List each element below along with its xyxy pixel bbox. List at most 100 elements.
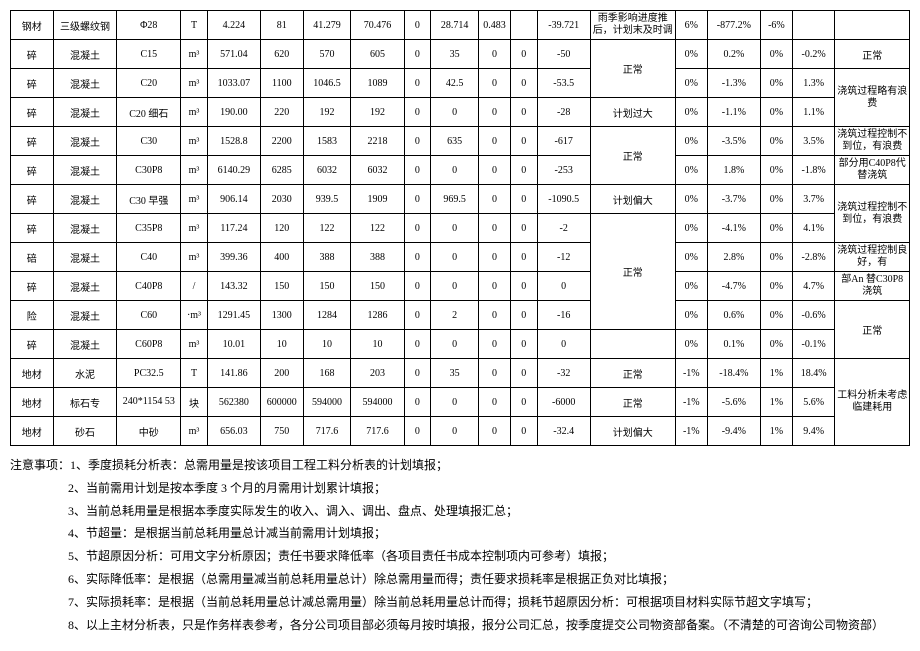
cell: -32	[537, 359, 590, 388]
cell: -0.1%	[792, 330, 835, 359]
cell: 1.8%	[707, 156, 760, 185]
cell: m³	[181, 243, 208, 272]
cell: 0	[479, 69, 511, 98]
cell: 0	[431, 272, 479, 301]
cell: 0.483	[479, 11, 511, 40]
cell: 0	[510, 417, 537, 446]
cell: 10	[351, 330, 404, 359]
cell: C60	[117, 301, 181, 330]
cell: 1%	[760, 359, 792, 388]
cell: 中砂	[117, 417, 181, 446]
cell: 1286	[351, 301, 404, 330]
cell: 碎	[11, 330, 54, 359]
cell: 0	[510, 214, 537, 243]
cell: -3.5%	[707, 127, 760, 156]
cell: 0%	[760, 127, 792, 156]
cell: 0%	[675, 185, 707, 214]
cell: 2200	[260, 127, 303, 156]
table-row: 地材砂石中砂m³656.03750717.6717.60000-32.4计划偏大…	[11, 417, 910, 446]
cell: 混凝土	[53, 301, 117, 330]
cell: 混凝土	[53, 69, 117, 98]
cell: 600000	[260, 388, 303, 417]
cell: 钢材	[11, 11, 54, 40]
cell: -6000	[537, 388, 590, 417]
cell: 35	[431, 359, 479, 388]
cell: 0	[404, 69, 431, 98]
cell: 150	[351, 272, 404, 301]
cell: C20 细石	[117, 98, 181, 127]
cell: -2	[537, 214, 590, 243]
cell: 0	[510, 359, 537, 388]
cell: C30	[117, 127, 181, 156]
cell: 717.6	[303, 417, 351, 446]
cell: 雨季影响进度推后，计划末及时调	[590, 11, 675, 40]
cell: -4.1%	[707, 214, 760, 243]
cell: 0	[510, 330, 537, 359]
cell: 混凝土	[53, 330, 117, 359]
note-line: 3、当前总耗用量是根据本季度实际发生的收入、调入、调出、盘点、处理填报汇总；	[10, 500, 910, 523]
cell: 0	[431, 330, 479, 359]
cell: 0	[404, 40, 431, 69]
cell: 0	[537, 272, 590, 301]
cell: -32.4	[537, 417, 590, 446]
cell: 28.714	[431, 11, 479, 40]
cell: Φ28	[117, 11, 181, 40]
cell: 3.7%	[792, 185, 835, 214]
cell: 0	[431, 214, 479, 243]
cell: m³	[181, 69, 208, 98]
cell: 计划偏大	[590, 185, 675, 214]
cell: 0%	[675, 40, 707, 69]
cell: 4.7%	[792, 272, 835, 301]
cell: -9.4%	[707, 417, 760, 446]
cell: 1909	[351, 185, 404, 214]
cell: 0	[431, 417, 479, 446]
cell: -39.721	[537, 11, 590, 40]
cell: 18.4%	[792, 359, 835, 388]
table-row: 碎混凝土C35P8m³117.241201221220000-2正常0%-4.1…	[11, 214, 910, 243]
cell: C30P8	[117, 156, 181, 185]
cell: 0	[404, 156, 431, 185]
cell: -4.7%	[707, 272, 760, 301]
cell: 0	[479, 40, 511, 69]
cell: 571.04	[207, 40, 260, 69]
cell: 0%	[760, 98, 792, 127]
cell: 0	[479, 98, 511, 127]
cell: 0	[479, 127, 511, 156]
cell: 399.36	[207, 243, 260, 272]
cell: 10	[260, 330, 303, 359]
notes-block: 注意事项：1、季度损耗分析表：总需用量是按该项目工程工料分析表的计划填报；2、当…	[10, 454, 910, 636]
table-row: 地材水泥PC32.5T141.8620016820303500-32正常-1%-…	[11, 359, 910, 388]
cell: 42.5	[431, 69, 479, 98]
cell: m³	[181, 98, 208, 127]
cell: C35P8	[117, 214, 181, 243]
cell: 0	[479, 272, 511, 301]
cell: 0	[510, 156, 537, 185]
cell: 正常	[835, 40, 910, 69]
cell: 1089	[351, 69, 404, 98]
cell: 块	[181, 388, 208, 417]
cell: 计划偏大	[590, 417, 675, 446]
cell: 1284	[303, 301, 351, 330]
cell: 0	[479, 243, 511, 272]
cell: 122	[303, 214, 351, 243]
cell: /	[181, 272, 208, 301]
cell: 0	[510, 243, 537, 272]
cell: 正常	[590, 127, 675, 185]
cell: 正常	[835, 301, 910, 359]
cell: 656.03	[207, 417, 260, 446]
cell: -253	[537, 156, 590, 185]
cell: 0	[510, 185, 537, 214]
cell: 碎	[11, 185, 54, 214]
cell: 9.4%	[792, 417, 835, 446]
note-line: 2、当前需用计划是按本季度 3 个月的月需用计划累计填报；	[10, 477, 910, 500]
cell: 0%	[675, 98, 707, 127]
table-row: 碎混凝土C20 细石m³190.002201921920000-28计划过大0%…	[11, 98, 910, 127]
cell: 1291.45	[207, 301, 260, 330]
cell: 220	[260, 98, 303, 127]
cell: 81	[260, 11, 303, 40]
cell: 0	[479, 359, 511, 388]
cell: 混凝土	[53, 127, 117, 156]
cell: m³	[181, 330, 208, 359]
cell: 2	[431, 301, 479, 330]
cell: 0	[431, 156, 479, 185]
